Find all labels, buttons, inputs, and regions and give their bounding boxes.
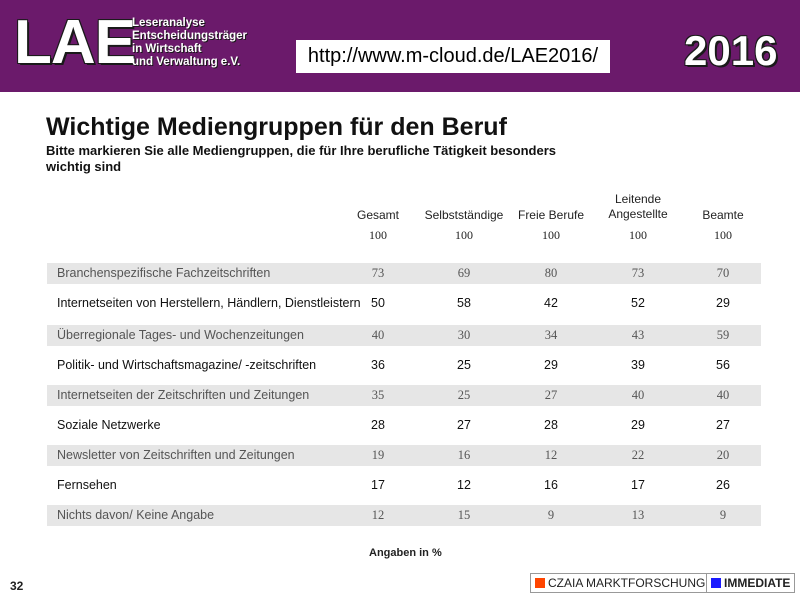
row-value: 9	[719, 508, 727, 522]
row-label: Internetseiten der Zeitschriften und Zei…	[57, 388, 310, 402]
column-base-freie-berufe: 100	[542, 228, 560, 242]
table-row: Politik- und Wirtschaftsmagazine/ -zeits…	[47, 355, 761, 376]
row-value: 29	[631, 418, 645, 432]
row-value: 30	[457, 328, 471, 342]
row-value: 27	[544, 388, 558, 402]
row-value: 26	[716, 478, 730, 492]
row-value: 17	[371, 478, 385, 492]
row-value: 12	[457, 478, 471, 492]
row-value: 9	[547, 508, 555, 522]
row-value: 70	[716, 266, 730, 280]
page-subtitle: Bitte markieren Sie alle Mediengruppen, …	[46, 143, 557, 174]
row-value: 43	[631, 328, 645, 342]
row-value: 42	[544, 296, 558, 310]
column-base-beamte: 100	[714, 228, 732, 242]
footnote: Angaben in %	[369, 547, 442, 559]
row-value: 52	[631, 296, 645, 310]
column-base-selbststaendige: 100	[455, 228, 473, 242]
row-value: 29	[716, 296, 730, 310]
row-value: 28	[371, 418, 385, 432]
row-value: 73	[371, 266, 385, 280]
row-value: 59	[716, 328, 730, 342]
header-banner: LAE Leseranalyse Entscheidungsträger in …	[0, 0, 800, 92]
czaia-label: CZAIA MARKTFORSCHUNG	[548, 576, 706, 590]
row-value: 28	[544, 418, 558, 432]
row-value: 40	[371, 328, 385, 342]
immediate-logo: IMMEDIATE	[706, 573, 796, 593]
immediate-square-icon	[711, 578, 721, 588]
column-header-leitende-angestellte: Leitende Angestellte	[608, 192, 668, 221]
lae-logo: LAE	[14, 8, 136, 77]
page-number: 32	[10, 579, 24, 593]
row-value: 22	[631, 448, 645, 462]
immediate-label: IMMEDIATE	[724, 576, 791, 590]
row-value: 16	[457, 448, 471, 462]
row-value: 36	[371, 358, 385, 372]
row-value: 73	[631, 266, 645, 280]
row-value: 58	[457, 296, 471, 310]
year-label: 2016	[684, 27, 778, 74]
column-header-beamte: Beamte	[702, 208, 744, 222]
row-value: 15	[457, 508, 471, 522]
row-value: 35	[371, 388, 385, 402]
row-value: 29	[544, 358, 558, 372]
column-header-gesamt: Gesamt	[356, 208, 399, 222]
czaia-square-icon	[535, 578, 545, 588]
table-row: Soziale Netzwerke 28 27 28 29 27	[47, 415, 761, 436]
table-row: Internetseiten der Zeitschriften und Zei…	[47, 385, 761, 406]
row-value: 25	[457, 388, 471, 402]
row-value: 69	[457, 266, 471, 280]
row-value: 25	[457, 358, 471, 372]
row-value: 34	[544, 328, 558, 342]
row-value: 27	[716, 418, 730, 432]
row-value: 19	[371, 448, 385, 462]
row-value: 17	[631, 478, 645, 492]
table-row: Internetseiten von Herstellern, Händlern…	[47, 293, 761, 314]
logo-subtitle-line: in Wirtschaft	[132, 43, 202, 55]
column-header-selbststaendige: Selbstständige	[424, 208, 504, 222]
row-value: 56	[716, 358, 730, 372]
table-row: Fernsehen 17 12 16 17 26	[47, 475, 761, 496]
column-base-gesamt: 100	[369, 228, 387, 242]
table-row: Nichts davon/ Keine Angabe 12 15 9 13 9	[47, 505, 761, 526]
row-label: Soziale Netzwerke	[57, 418, 161, 432]
column-header-freie-berufe: Freie Berufe	[517, 208, 585, 222]
table-row: Newsletter von Zeitschriften und Zeitung…	[47, 445, 761, 466]
row-label: Internetseiten von Herstellern, Händlern…	[57, 296, 361, 310]
row-value: 20	[716, 448, 730, 462]
row-value: 50	[371, 296, 385, 310]
row-label: Fernsehen	[57, 478, 117, 492]
row-value: 40	[716, 388, 730, 402]
row-value: 40	[631, 388, 645, 402]
table-row: Überregionale Tages- und Wochenzeitungen…	[47, 325, 761, 346]
row-label: Branchenspezifische Fachzeitschriften	[57, 266, 271, 280]
row-value: 13	[631, 508, 645, 522]
logo-subtitle-line: und Verwaltung e.V.	[132, 56, 241, 68]
row-value: 12	[544, 448, 558, 462]
column-base-leitende-angestellte: 100	[629, 228, 647, 242]
url-link[interactable]: http://www.m-cloud.de/LAE2016/	[296, 40, 610, 73]
czaia-logo: CZAIA MARKTFORSCHUNG	[530, 573, 711, 593]
logo-subtitle-line: Leseranalyse	[132, 17, 205, 29]
row-value: 27	[457, 418, 471, 432]
row-value: 39	[631, 358, 645, 372]
row-label: Newsletter von Zeitschriften und Zeitung…	[57, 448, 295, 462]
table-row: Branchenspezifische Fachzeitschriften 73 6…	[47, 263, 761, 284]
row-value: 80	[544, 266, 558, 280]
row-value: 16	[544, 478, 558, 492]
row-value: 12	[371, 508, 385, 522]
row-label: Politik- und Wirtschaftsmagazine/ -zeits…	[57, 358, 317, 372]
row-label: Nichts davon/ Keine Angabe	[57, 508, 215, 522]
page-title: Wichtige Mediengruppen für den Beruf	[46, 113, 507, 141]
logo-subtitle-line: Entscheidungsträger	[132, 30, 248, 42]
row-label: Überregionale Tages- und Wochenzeitungen	[57, 328, 304, 342]
lae-logo-subtitle: Leseranalyse Entscheidungsträger in Wirt…	[132, 17, 247, 69]
